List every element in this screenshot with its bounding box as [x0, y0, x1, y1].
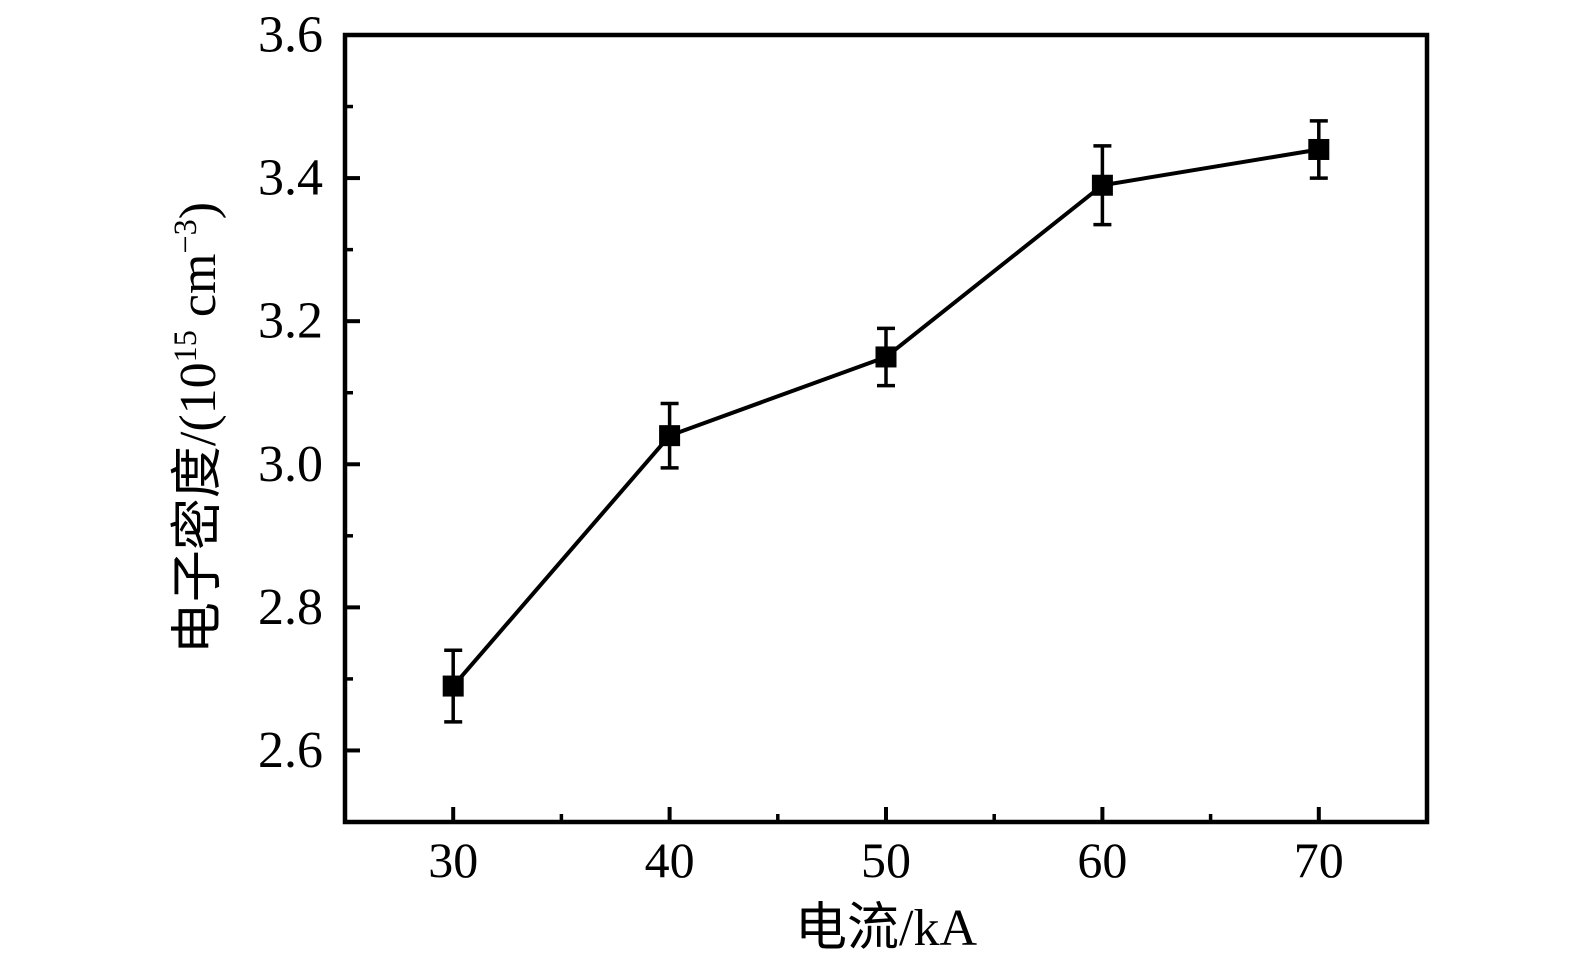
y-tick-label: 2.6	[258, 722, 323, 779]
x-tick-label: 60	[1077, 832, 1127, 888]
plot-border	[342, 32, 1430, 825]
x-tick-label: 70	[1294, 832, 1344, 888]
y-axis-title-superscript: 15	[166, 330, 203, 363]
y-tick-label: 3.0	[258, 436, 323, 493]
data-point-marker	[1308, 138, 1330, 160]
y-tick-label: 2.8	[258, 579, 323, 636]
y-axis-title-text: cm	[170, 253, 228, 331]
x-tick-label: 40	[645, 832, 695, 888]
y-tick-label: 3.6	[258, 7, 323, 64]
y-axis-title-text: 电子密度/(10	[170, 362, 228, 655]
x-tick-label: 50	[861, 832, 911, 888]
data-point-marker	[1091, 174, 1113, 196]
data-line	[451, 147, 1320, 688]
data-point-marker	[442, 675, 464, 697]
y-tick-label: 3.4	[258, 150, 323, 207]
data-point-marker	[875, 346, 897, 368]
y-axis-title: 电子密度/(1015 cm−3)	[166, 201, 228, 655]
y-tick-label: 3.2	[258, 293, 323, 350]
y-axis-title-superscript: −3	[166, 219, 203, 254]
x-tick-label: 30	[428, 832, 478, 888]
x-axis-title: 电流/kA	[794, 900, 978, 957]
data-point-marker	[659, 425, 681, 447]
y-axis-title-text: )	[170, 201, 228, 220]
